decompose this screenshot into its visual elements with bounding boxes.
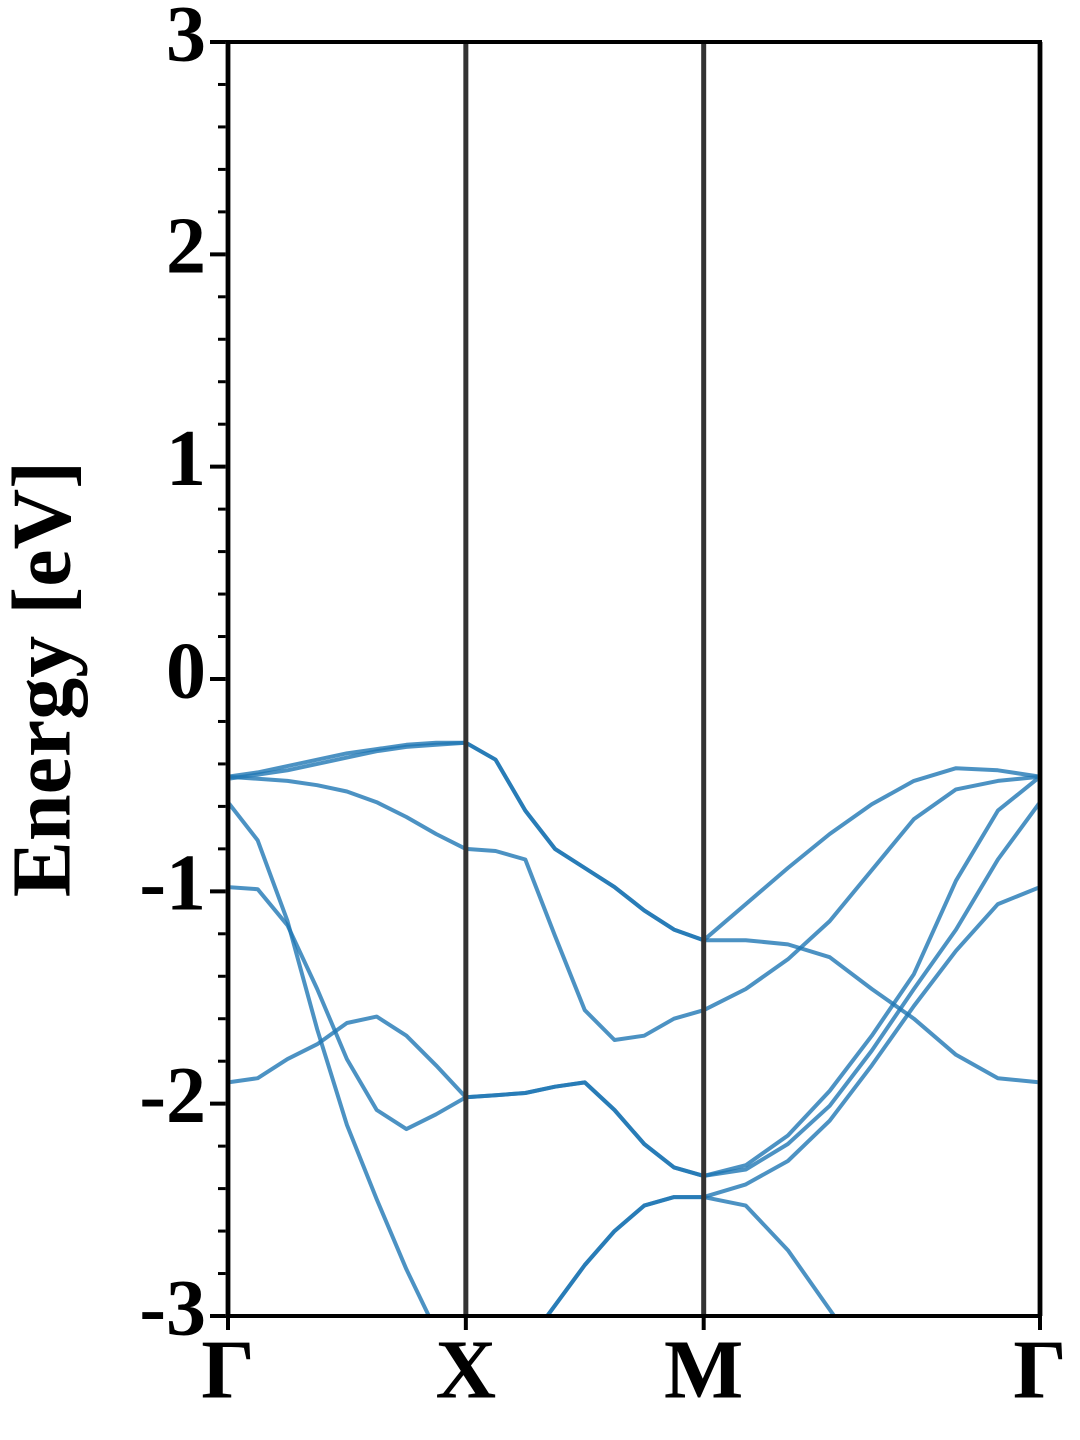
band-line <box>228 801 1040 1178</box>
y-tick-label: 0 <box>166 627 206 715</box>
y-tick-label: 1 <box>166 415 206 503</box>
x-tick-label: Γ <box>1013 1323 1066 1416</box>
plot-frame <box>226 40 1042 1318</box>
y-tick-label: -1 <box>139 840 206 928</box>
band-line <box>228 774 1040 1042</box>
band-line <box>544 885 1040 1316</box>
x-tick-label: Γ <box>201 1323 254 1416</box>
band-line <box>228 740 1040 1085</box>
y-axis-label: Energy [eV] <box>0 461 88 897</box>
y-tick-label: 2 <box>166 203 206 291</box>
y-tick-label: -2 <box>139 1052 206 1140</box>
x-tick-label: M <box>664 1323 743 1416</box>
x-tick-label: X <box>436 1323 497 1416</box>
band-line <box>228 740 1040 943</box>
band-line <box>228 775 1040 1178</box>
y-tick-label: -3 <box>139 1264 206 1352</box>
y-tick-label: 3 <box>166 0 206 78</box>
plot-area <box>228 740 1040 1316</box>
band-line <box>228 800 432 1316</box>
